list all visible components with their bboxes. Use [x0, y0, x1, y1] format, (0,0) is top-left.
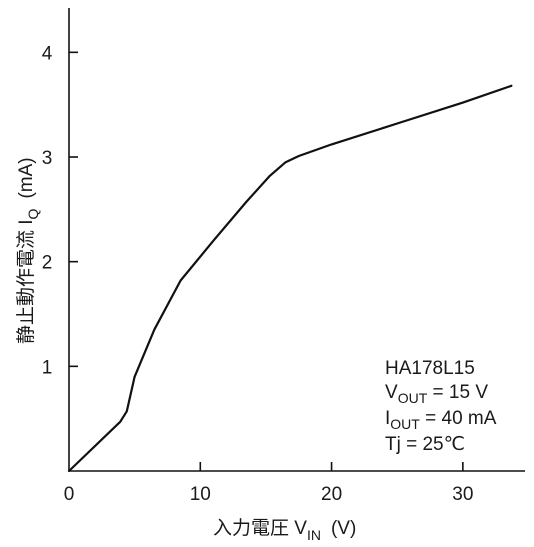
annotation-vout: VOUT = 15 V	[385, 382, 488, 406]
annotation-vout-value: = 15 V	[427, 382, 488, 403]
annotation-vout-sub: OUT	[398, 390, 428, 406]
y-tick-label-4: 4	[42, 43, 53, 64]
ticks	[69, 51, 464, 471]
annotation-iout: IOUT = 40 mA	[385, 408, 497, 432]
annotation-vout-label: V	[385, 382, 398, 403]
y-tick-label-2: 2	[42, 253, 53, 274]
x-tick-label-20: 20	[321, 484, 342, 505]
y-axis-title-main: 静止動作電流 I	[15, 219, 37, 344]
annotation-iout-label: I	[385, 408, 390, 429]
y-axis-title: 静止動作電流 IQ (mA)	[15, 157, 41, 344]
annotation-box: HA178L15 VOUT = 15 V IOUT = 40 mA Tj = 2…	[385, 358, 497, 455]
y-axis-title-sub: Q	[25, 208, 41, 219]
x-tick-label-0: 0	[64, 484, 75, 505]
x-tick-label-10: 10	[190, 484, 211, 505]
axes	[68, 8, 525, 472]
tick-labels: 0 10 20 30 1 2 3 4	[42, 43, 474, 505]
annotation-iout-value: = 40 mA	[420, 408, 497, 429]
annotation-tj: Tj = 25℃	[385, 434, 465, 455]
y-axis-title-unit: (mA)	[16, 157, 37, 198]
annotation-model: HA178L15	[385, 358, 475, 379]
series-line	[67, 84, 513, 473]
y-tick-label-1: 1	[42, 357, 53, 378]
x-axis-title: 入力電圧 VIN (V)	[213, 517, 356, 543]
y-tick-label-3: 3	[42, 148, 53, 169]
x-axis-title-sub: IN	[307, 527, 321, 543]
x-tick-label-30: 30	[452, 484, 473, 505]
x-axis-title-main: 入力電圧 V	[213, 517, 307, 539]
x-axis-title-unit: (V)	[331, 518, 356, 539]
annotation-iout-sub: OUT	[390, 416, 420, 432]
